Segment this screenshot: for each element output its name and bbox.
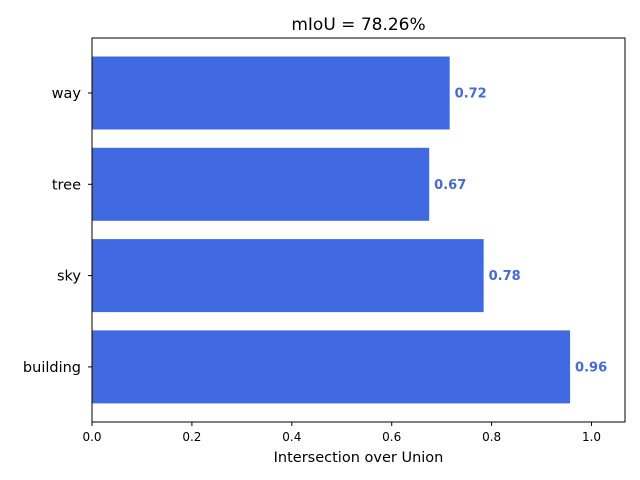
value-label-tree: 0.67	[434, 178, 466, 193]
y-tick-label-tree: tree	[52, 177, 81, 193]
x-tick-label-0: 0.0	[82, 430, 101, 444]
bars-group	[92, 56, 571, 404]
bar-sky	[92, 239, 484, 313]
y-axis: building sky tree way	[23, 86, 92, 376]
bar-way	[92, 56, 450, 130]
chart-title: mIoU = 78.26%	[291, 15, 425, 35]
y-tick-label-way: way	[52, 86, 82, 102]
value-label-building: 0.96	[575, 360, 607, 375]
x-tick-label-1: 0.2	[182, 430, 201, 444]
value-labels-group: 0.96 0.78 0.67 0.72	[434, 87, 607, 376]
x-axis: 0.0 0.2 0.4 0.6 0.8 1.0	[82, 422, 601, 444]
x-tick-label-3: 0.6	[382, 430, 401, 444]
x-tick-label-4: 0.8	[482, 430, 501, 444]
y-tick-label-sky: sky	[57, 269, 81, 285]
plot-frame	[91, 37, 626, 423]
x-tick-label-5: 1.0	[582, 430, 601, 444]
bar-tree	[92, 147, 430, 221]
x-axis-label: Intersection over Union	[274, 450, 444, 466]
value-label-way: 0.72	[455, 87, 487, 102]
bar-building	[92, 330, 571, 404]
x-tick-label-2: 0.4	[282, 430, 301, 444]
y-tick-label-building: building	[23, 360, 81, 376]
value-label-sky: 0.78	[489, 269, 521, 284]
